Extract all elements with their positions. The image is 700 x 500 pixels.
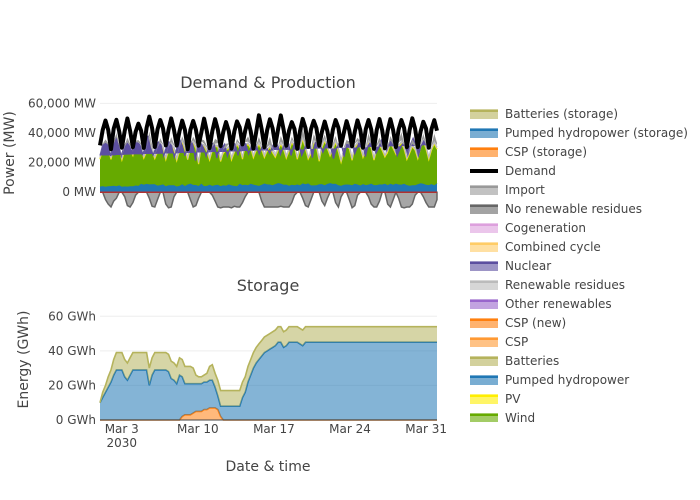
series-batteries-area xyxy=(100,326,437,407)
y-tick-label: 40 GWh xyxy=(48,344,96,358)
legend-label: Nuclear xyxy=(505,259,551,273)
legend-label: Demand xyxy=(505,164,556,178)
panel-title: Demand & Production xyxy=(180,73,356,92)
legend-item-no-renewable-residues[interactable]: No renewable residues xyxy=(470,202,642,216)
legend-swatch xyxy=(470,185,498,195)
x-tick-label: Mar 31 xyxy=(405,422,447,436)
legend-item-wind[interactable]: Wind xyxy=(470,411,535,425)
series-batteries-line xyxy=(99,325,437,403)
x-tick-label: 2030 xyxy=(106,436,137,450)
y-tick-label: 60 GWh xyxy=(48,309,96,323)
legend-label: PV xyxy=(505,392,521,406)
x-tick-label: Mar 17 xyxy=(253,422,295,436)
legend-item-cogeneration[interactable]: Cogeneration xyxy=(470,221,586,235)
legend-item-import[interactable]: Import xyxy=(470,183,545,197)
y-tick-label: 60,000 MW xyxy=(28,96,96,110)
legend-label: Pumped hydropower (storage) xyxy=(505,126,688,140)
legend-label: Wind xyxy=(505,411,535,425)
legend-swatch xyxy=(470,375,498,385)
legend-items: Batteries (storage) Pumped hydropower (st… xyxy=(470,107,688,425)
legend-item-pumped-hydropower-storage[interactable]: Pumped hydropower (storage) xyxy=(470,126,688,140)
series-import-area xyxy=(100,127,437,161)
legend-label: Batteries (storage) xyxy=(505,107,618,121)
y-tick-label: 20,000 MW xyxy=(28,156,96,170)
x-tick-label: Mar 3 xyxy=(105,422,139,436)
legend-label: Import xyxy=(505,183,545,197)
y-tick-label: 0 GWh xyxy=(56,413,96,427)
legend-item-nuclear[interactable]: Nuclear xyxy=(470,259,551,273)
legend-label: Batteries xyxy=(505,354,559,368)
legend-label: CSP (storage) xyxy=(505,145,587,159)
legend-swatch xyxy=(470,280,498,290)
y-tick-label: 40,000 MW xyxy=(28,126,96,140)
x-tick-label: Mar 10 xyxy=(177,422,219,436)
legend-item-csp-new[interactable]: CSP (new) xyxy=(470,316,566,330)
legend-item-other-renewables[interactable]: Other renewables xyxy=(470,297,612,311)
legend-swatch xyxy=(470,109,498,119)
demand-production-panel: Demand & Production 60,000 MW 40,000 MW 20,… xyxy=(2,73,439,210)
legend-swatch xyxy=(470,147,498,157)
legend-item-combined-cycle[interactable]: Combined cycle xyxy=(470,240,601,254)
legend-item-renewable-residues[interactable]: Renewable residues xyxy=(470,278,625,292)
x-axis-title: Date & time xyxy=(226,459,311,475)
storage-panel: Storage 60 GWh 40 GWh 20 GWh 0 GWh Energy (GW… xyxy=(16,276,437,427)
legend-swatch xyxy=(470,204,498,214)
x-tick-label: Mar 24 xyxy=(329,422,371,436)
legend-swatch xyxy=(470,356,498,366)
y-axis-title: Power (MW) xyxy=(2,111,18,195)
y-axis-title: Energy (GWh) xyxy=(16,311,32,409)
legend-swatch xyxy=(470,299,498,309)
legend-label: Combined cycle xyxy=(505,240,601,254)
legend-swatch xyxy=(470,261,498,271)
panel-title: Storage xyxy=(237,276,300,295)
legend-item-batteries[interactable]: Batteries xyxy=(470,354,559,368)
legend-item-csp-storage[interactable]: CSP (storage) xyxy=(470,145,587,159)
series-demand-line xyxy=(98,113,439,152)
series-pumped-hydropower-area xyxy=(100,342,437,420)
legend-item-pumped-hydropower[interactable]: Pumped hydropower xyxy=(470,373,629,387)
legend-label: Cogeneration xyxy=(505,221,586,235)
legend-item-batteries-storage[interactable]: Batteries (storage) xyxy=(470,107,618,121)
legend-swatch xyxy=(470,394,498,404)
legend-swatch xyxy=(470,337,498,347)
legend-label: Renewable residues xyxy=(505,278,625,292)
series-csp-new-area xyxy=(100,407,437,420)
y-tick-label: 0 MW xyxy=(62,185,96,199)
legend-item-pv[interactable]: PV xyxy=(470,392,521,406)
legend-item-demand[interactable]: Demand xyxy=(470,164,556,178)
legend-swatch xyxy=(470,223,498,233)
legend-label: Other renewables xyxy=(505,297,612,311)
legend-label: No renewable residues xyxy=(505,202,642,216)
legend-label: CSP xyxy=(505,335,528,349)
legend[interactable]: Batteries (storage) Pumped hydropower (st… xyxy=(470,107,688,425)
legend-item-csp[interactable]: CSP xyxy=(470,335,528,349)
legend-swatch xyxy=(470,128,498,138)
series-no-renewable-residues-area xyxy=(100,190,438,210)
legend-swatch xyxy=(470,242,498,252)
legend-swatch xyxy=(470,413,498,422)
legend-label: Pumped hydropower xyxy=(505,373,629,387)
legend-label: CSP (new) xyxy=(505,316,566,330)
legend-swatch xyxy=(470,318,498,328)
y-tick-label: 20 GWh xyxy=(48,378,96,392)
